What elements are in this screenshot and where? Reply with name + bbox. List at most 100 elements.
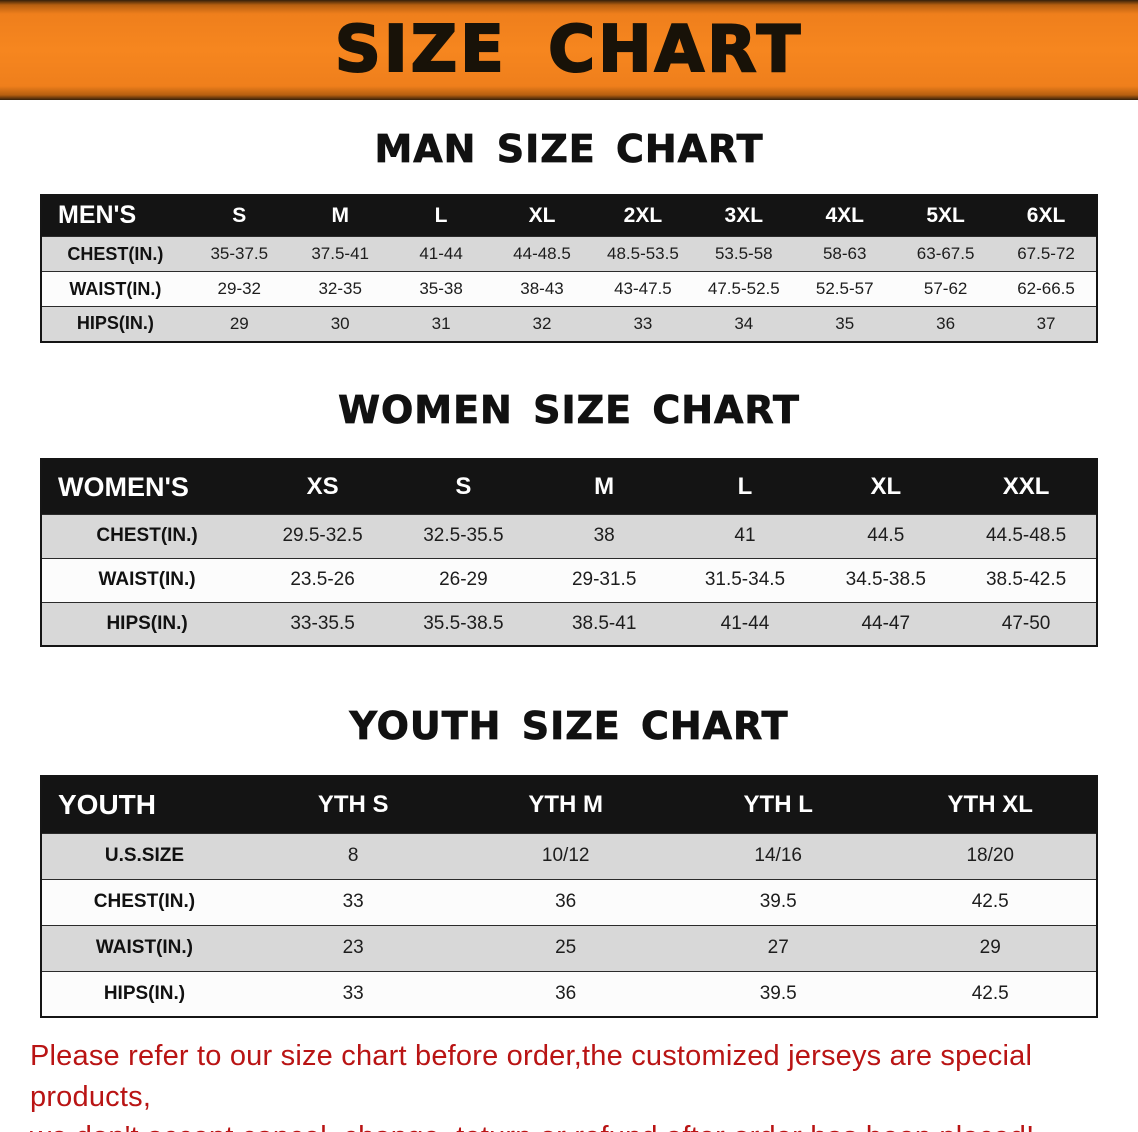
youth-size-table: YOUTH YTH S YTH M YTH L YTH XL U.S.SIZE 8 10/12…: [40, 775, 1098, 1019]
column-header-5xl: 5XL: [895, 194, 997, 237]
column-header-m: M: [289, 194, 391, 237]
men-header-row: MEN'S S M L XL 2XL 3XL 4XL 5XL 6XL: [41, 194, 1097, 237]
size-value-cell: 23: [342, 937, 364, 959]
column-header-yth-m: YTH M: [459, 776, 672, 834]
table-row: HIPS(IN.) 29 30 31 32 33 34 35 36 37: [41, 306, 1097, 342]
size-value-cell: 31.5-34.5: [704, 569, 786, 591]
size-value-cell: 36: [555, 982, 577, 1004]
size-value-cell: 29-31.5: [571, 569, 637, 591]
section-women: WOMEN SIZE CHART WOMEN'S XS S M L XL XXL CHEST(I…: [0, 387, 1138, 648]
footer-note: Please refer to our size chart before or…: [0, 1036, 1138, 1132]
table-row: U.S.SIZE 8 10/12 14/16 18/20: [41, 833, 1097, 880]
column-header-3xl: 3XL: [693, 194, 795, 237]
column-header-l: L: [390, 194, 492, 237]
column-header-xl: XL: [491, 194, 593, 237]
size-value-cell: 25: [555, 937, 577, 959]
row-label: WAIST(IN.): [95, 937, 193, 959]
size-value-cell: 36: [555, 891, 577, 913]
size-value-cell: 29: [979, 937, 1001, 959]
table-row: WAIST(IN.) 23 25 27 29: [41, 925, 1097, 972]
size-value-cell: 41: [734, 525, 756, 547]
size-value-cell: 38.5-42.5: [985, 569, 1067, 591]
size-value-cell: 63-67.5: [916, 244, 975, 264]
women-size-table: WOMEN'S XS S M L XL XXL CHEST(IN.) 29.5-32.5 32.5…: [40, 458, 1098, 648]
size-value-cell: 35-38: [419, 279, 463, 299]
table-row: WAIST(IN.) 23.5-26 26-29 29-31.5 31.5-34.5 34…: [41, 558, 1097, 603]
row-label: WAIST(IN.): [98, 569, 196, 591]
column-header-s: S: [188, 194, 290, 237]
row-label: CHEST(IN.): [96, 525, 198, 547]
row-label: HIPS(IN.): [106, 613, 188, 635]
section-title-men: MAN SIZE CHART: [374, 127, 764, 171]
size-value-cell: 37: [1036, 313, 1056, 333]
size-value-cell: 38-43: [520, 279, 564, 299]
size-value-cell: 23.5-26: [290, 569, 355, 591]
size-value-cell: 26-29: [439, 569, 488, 591]
size-value-cell: 32-35: [318, 279, 362, 299]
table-row: HIPS(IN.) 33-35.5 35.5-38.5 38.5-41 41-44 44-…: [41, 602, 1097, 647]
column-header-l: L: [674, 459, 816, 515]
column-header-xxl: XXL: [956, 459, 1097, 515]
column-header-6xl: 6XL: [996, 194, 1097, 237]
table-row: HIPS(IN.) 33 36 39.5 42.5: [41, 971, 1097, 1018]
section-youth: YOUTH SIZE CHART YOUTH YTH S YTH M YTH L YTH …: [0, 704, 1138, 1019]
column-header-xs: XS: [252, 459, 393, 515]
size-value-cell: 57-62: [923, 279, 968, 299]
size-value-cell: 52.5-57: [815, 279, 874, 299]
table-row: CHEST(IN.) 33 36 39.5 42.5: [41, 879, 1097, 926]
size-value-cell: 29-32: [217, 279, 262, 299]
size-value-cell: 41-44: [720, 613, 770, 635]
youth-table-label: YOUTH: [41, 776, 247, 834]
size-value-cell: 44-47: [861, 613, 911, 635]
column-header-m: M: [533, 459, 675, 515]
size-value-cell: 47-50: [1001, 613, 1051, 635]
size-value-cell: 42.5: [971, 982, 1009, 1004]
size-value-cell: 10/12: [541, 845, 590, 867]
size-value-cell: 29: [229, 313, 249, 333]
size-value-cell: 33: [342, 891, 364, 913]
size-value-cell: 35-37.5: [210, 244, 269, 264]
row-label: HIPS(IN.): [103, 982, 186, 1004]
size-value-cell: 34.5-38.5: [845, 569, 926, 591]
size-value-cell: 58-63: [822, 244, 867, 264]
row-label: CHEST(IN.): [93, 891, 196, 913]
size-value-cell: 8: [347, 845, 359, 867]
row-label: WAIST(IN.): [69, 278, 162, 299]
size-value-cell: 42.5: [971, 891, 1009, 913]
size-value-cell: 35.5-38.5: [423, 613, 504, 635]
section-title-youth: YOUTH SIZE CHART: [349, 704, 789, 749]
size-value-cell: 41-44: [419, 244, 463, 264]
banner: SIZE CHART: [0, 0, 1138, 100]
size-value-cell: 47.5-52.5: [707, 279, 780, 299]
size-value-cell: 67.5-72: [1017, 244, 1075, 264]
size-value-cell: 33-35.5: [290, 613, 355, 635]
size-value-cell: 32.5-35.5: [423, 525, 504, 547]
section-title-women: WOMEN SIZE CHART: [338, 387, 800, 432]
size-value-cell: 31: [431, 313, 451, 333]
page-title: SIZE CHART: [334, 13, 804, 87]
table-row: CHEST(IN.) 35-37.5 37.5-41 41-44 44-48.5 48.5…: [41, 236, 1097, 272]
size-value-cell: 33: [342, 982, 364, 1004]
size-value-cell: 29.5-32.5: [282, 525, 363, 547]
row-label: U.S.SIZE: [104, 845, 185, 867]
table-row: CHEST(IN.) 29.5-32.5 32.5-35.5 38 41 44.5 44.5…: [41, 514, 1097, 559]
column-header-yth-s: YTH S: [246, 776, 460, 834]
column-header-xl: XL: [815, 459, 957, 515]
size-value-cell: 14/16: [754, 845, 802, 867]
size-value-cell: 44.5-48.5: [985, 525, 1067, 547]
column-header-yth-xl: YTH XL: [884, 776, 1097, 834]
row-label: CHEST(IN.): [67, 243, 164, 264]
size-value-cell: 33: [633, 313, 653, 333]
size-value-cell: 48.5-53.5: [606, 244, 679, 264]
size-value-cell: 38.5-41: [571, 613, 637, 635]
size-value-cell: 62-66.5: [1017, 279, 1075, 299]
women-header-row: WOMEN'S XS S M L XL XXL: [41, 459, 1097, 515]
size-chart-sections: MAN SIZE CHART MEN'S S M L XL 2XL 3XL 4XL 5XL 6XL C…: [0, 127, 1138, 1019]
size-value-cell: 36: [936, 313, 956, 333]
footer-line-2: we don't accept cancel, change, teturn o…: [30, 1117, 1108, 1132]
youth-header-row: YOUTH YTH S YTH M YTH L YTH XL: [41, 776, 1097, 834]
size-value-cell: 39.5: [759, 982, 797, 1004]
section-men: MAN SIZE CHART MEN'S S M L XL 2XL 3XL 4XL 5XL 6XL C…: [0, 127, 1138, 343]
size-value-cell: 44-48.5: [513, 244, 571, 264]
size-value-cell: 39.5: [759, 891, 797, 913]
